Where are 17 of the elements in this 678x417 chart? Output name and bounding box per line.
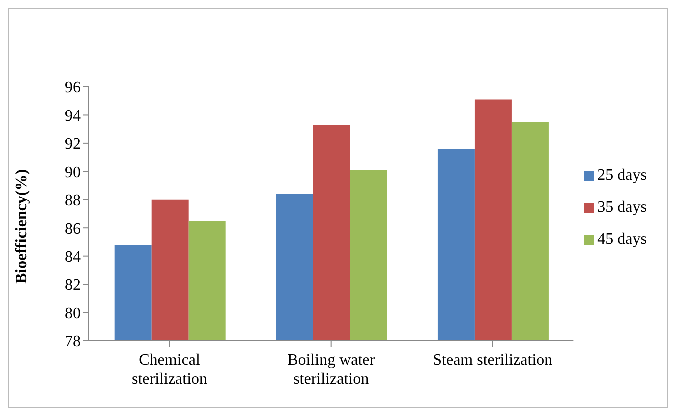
y-tick-label: 96 [65,80,81,97]
y-tick-label: 94 [65,108,81,125]
legend-label: 35 days [598,199,647,216]
y-tick-label: 92 [65,136,81,154]
y-axis-title: Bioefficiency(%) [14,169,31,284]
y-tick-label: 84 [65,249,81,266]
x-tick-label: Boiling water sterilization [288,352,376,388]
y-tick-label: 86 [65,220,81,238]
y-tick-label: 78 [65,334,81,351]
y-tick-label: 90 [65,164,81,182]
y-tick-label: 80 [65,305,81,322]
legend-label: 45 days [598,231,647,248]
y-tick-label: 82 [65,277,81,294]
legend-label: 25 days [598,167,647,184]
x-tick-label: Steam sterilization [433,352,553,369]
x-tick-label: Chemical sterilization [132,352,208,388]
y-tick-label: 88 [65,192,81,210]
